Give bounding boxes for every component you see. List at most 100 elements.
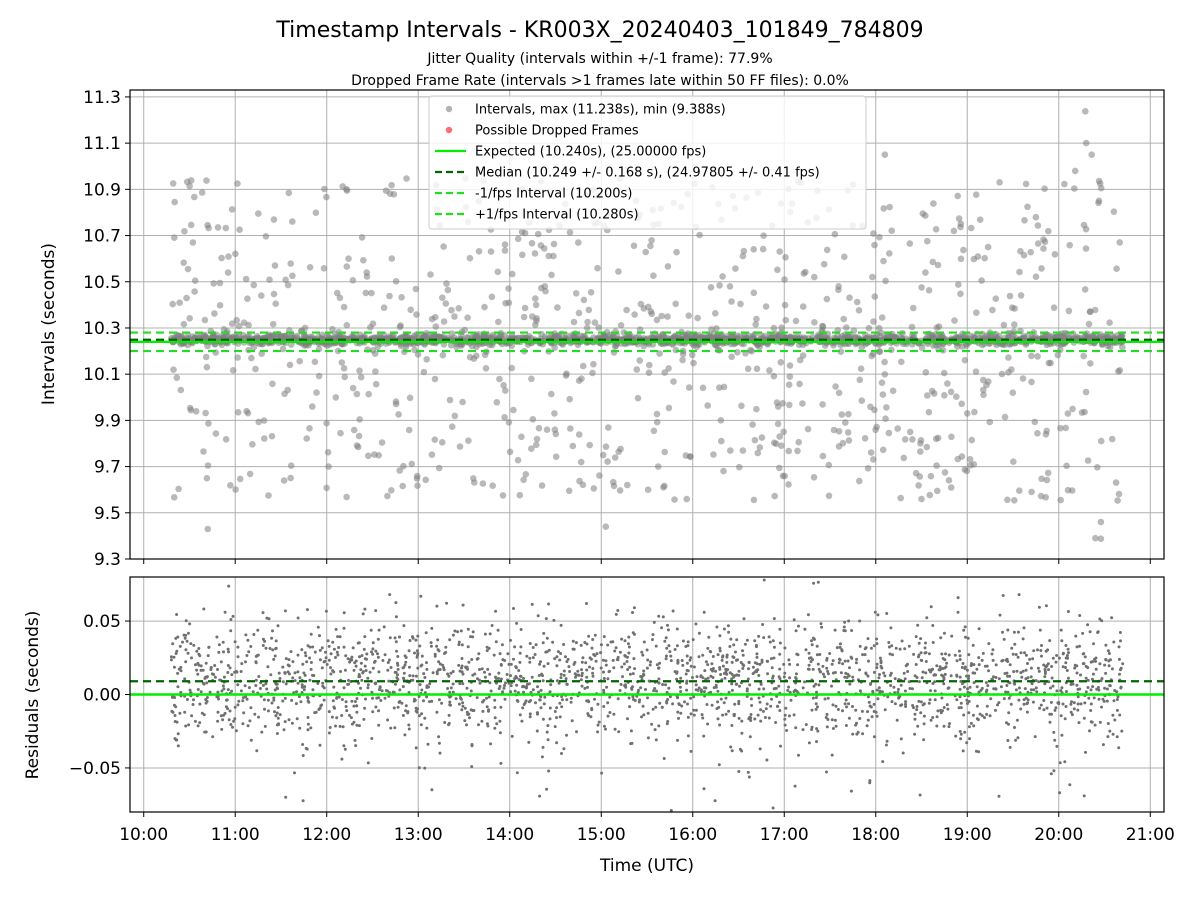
interval-point (752, 321, 759, 328)
residual-point (267, 617, 271, 621)
interval-point (804, 425, 812, 433)
interval-point (1001, 413, 1009, 421)
residual-point (679, 676, 683, 680)
residual-point (1022, 626, 1026, 630)
residual-point (668, 650, 672, 654)
residual-point (1053, 708, 1057, 712)
residual-point (371, 641, 375, 645)
residual-point (695, 675, 699, 679)
residual-point (453, 629, 457, 633)
residual-point (229, 618, 233, 621)
residual-point (815, 740, 818, 744)
residual-point (422, 672, 426, 676)
residual-point (489, 689, 493, 693)
residual-point (343, 668, 347, 672)
residual-point (1105, 699, 1109, 703)
residual-point (334, 724, 337, 728)
interval-point (227, 482, 234, 489)
residual-point (229, 629, 233, 633)
residual-point (872, 735, 876, 739)
interval-point (963, 410, 971, 417)
residual-point (317, 708, 321, 711)
residual-point (821, 664, 825, 668)
residual-point (458, 682, 462, 686)
residual-point (1073, 666, 1077, 670)
residual-point (639, 675, 643, 678)
residual-point (980, 658, 984, 662)
residual-point (475, 657, 479, 661)
residual-point (730, 724, 734, 727)
residual-point (414, 638, 418, 642)
interval-point (996, 179, 1003, 186)
interval-point (249, 441, 256, 448)
residual-point (639, 686, 643, 690)
residual-point (697, 631, 701, 635)
residual-point (1037, 605, 1041, 609)
residual-point (1017, 698, 1021, 702)
residual-point (1037, 669, 1041, 673)
residual-point (1098, 720, 1102, 724)
residual-point (404, 660, 408, 664)
residual-point (922, 738, 926, 742)
interval-point (753, 315, 760, 323)
residual-point (716, 653, 720, 657)
residual-point (967, 677, 970, 680)
residual-point (771, 676, 775, 680)
interval-point (1034, 353, 1041, 360)
residual-point (1001, 630, 1004, 634)
residual-point (1043, 670, 1047, 674)
residual-point (387, 679, 391, 683)
interval-point (397, 342, 405, 350)
residual-point (173, 737, 177, 741)
residual-point (488, 681, 492, 685)
residual-point (716, 700, 720, 704)
interval-point (282, 276, 289, 284)
residual-point (1100, 619, 1104, 623)
residual-point (244, 660, 247, 664)
residual-point (654, 738, 658, 742)
residual-point (422, 699, 425, 703)
residual-point (271, 648, 275, 652)
residual-point (283, 720, 287, 724)
residual-point (284, 657, 288, 661)
residual-point (340, 714, 344, 717)
interval-point (1028, 488, 1035, 496)
residual-point (277, 722, 280, 726)
residual-point (991, 658, 995, 662)
interval-point (337, 429, 344, 437)
residual-point (309, 726, 313, 730)
interval-point (232, 486, 239, 493)
residual-point (861, 732, 865, 736)
residual-point (1060, 733, 1064, 737)
interval-point (408, 460, 416, 468)
interval-point (1061, 180, 1068, 188)
residual-point (880, 666, 884, 670)
residual-point (196, 672, 200, 676)
interval-point (900, 454, 908, 462)
residual-point (1113, 718, 1117, 722)
residual-point (580, 660, 584, 664)
residual-point (874, 710, 878, 714)
residual-point (253, 712, 257, 716)
residual-point (745, 689, 749, 693)
interval-point (665, 365, 672, 372)
residual-point (837, 657, 841, 661)
residual-point (795, 652, 799, 656)
x-tick-label: 11:00 (211, 825, 260, 845)
residual-point (889, 671, 893, 675)
residual-point (814, 696, 818, 700)
residual-point (227, 718, 231, 722)
interval-point (1106, 319, 1113, 327)
residual-point (225, 698, 229, 702)
interval-point (254, 210, 262, 217)
residual-point (184, 619, 188, 623)
residual-point (215, 695, 219, 699)
residual-point (843, 675, 847, 679)
interval-point (744, 365, 752, 373)
interval-point (717, 417, 725, 424)
interval-point (303, 435, 311, 442)
residual-point (305, 660, 309, 664)
residual-point (917, 655, 920, 659)
residual-point (741, 653, 745, 657)
residual-point (818, 670, 822, 673)
